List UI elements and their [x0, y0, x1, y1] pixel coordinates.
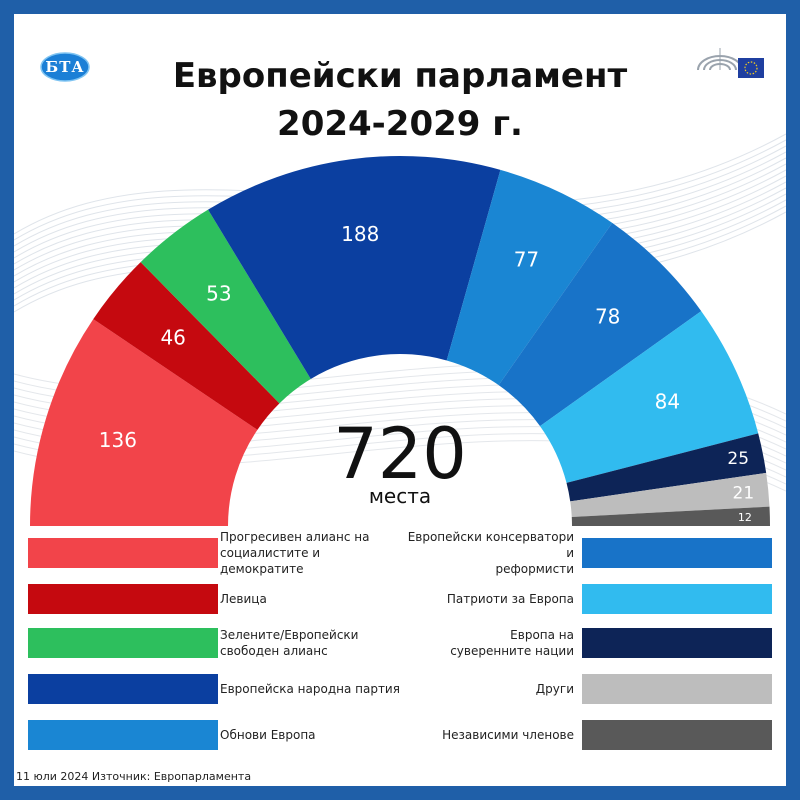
- legend-swatch: [28, 674, 218, 704]
- seat-value-label-10: 12: [738, 511, 752, 524]
- legend-label-line-1: Зелените/Европейски: [220, 628, 359, 642]
- european-parliament-eu-flag-icon: [697, 48, 764, 78]
- legend-swatch: [582, 720, 772, 750]
- seat-segment-9: [570, 472, 770, 517]
- seat-segment-7: [540, 311, 759, 483]
- legend-label-line-1: Европа на: [510, 628, 574, 642]
- legend-label: Европейски консерватори и реформисти: [402, 530, 574, 576]
- seat-segment-1: [30, 319, 258, 526]
- page-title: Европейски парламент 2024-2029 г.: [14, 52, 786, 148]
- legend-label-line-1: Други: [535, 682, 574, 696]
- seat-segment-10: [571, 506, 770, 526]
- seat-value-label-3: 53: [206, 281, 231, 305]
- legend-label: Прогресивен алианс на социалистите и демо…: [220, 530, 400, 576]
- title-line-1: Европейски парламент: [172, 56, 628, 96]
- legend-label-line-2: реформисти: [495, 562, 574, 576]
- legend-label-line-1: Патриоти за Европа: [446, 592, 574, 606]
- legend-swatch: [582, 674, 772, 704]
- seat-value-label-1: 136: [99, 428, 137, 452]
- seat-segment-4: [208, 156, 501, 379]
- bta-logo: БТА: [40, 52, 90, 82]
- legend-swatch: [28, 584, 218, 614]
- legend-label-line-2: социалистите и демократите: [220, 546, 321, 576]
- seat-value-label-5: 77: [514, 248, 539, 272]
- legend-swatch: [582, 584, 772, 614]
- legend-label-line-2: свободен алианс: [220, 644, 328, 658]
- seat-segment-5: [446, 169, 613, 386]
- legend-label: Европа на суверенните нации: [402, 626, 574, 660]
- legend-swatch: [28, 720, 218, 750]
- total-seats-value: 720: [333, 413, 467, 495]
- total-seats-label: места: [368, 484, 432, 508]
- seat-value-label-8: 25: [727, 449, 749, 469]
- footer-source: 11 юли 2024 Източник: Европарламента: [16, 770, 252, 783]
- legend-label-line-2: суверенните нации: [450, 644, 574, 658]
- seat-value-label-2: 46: [160, 326, 185, 350]
- legend-label-line-1: Левица: [220, 592, 267, 606]
- legend-label: Зелените/Европейски свободен алианс: [220, 626, 400, 660]
- legend-label-line-1: Независими членове: [442, 728, 574, 742]
- legend-label: Левица: [220, 582, 400, 616]
- seat-value-label-4: 188: [341, 222, 379, 246]
- legend-label-line-1: Прогресивен алианс на: [220, 530, 370, 544]
- legend-label: Обнови Европа: [220, 718, 400, 752]
- seat-segment-3: [140, 209, 311, 404]
- legend-label-line-1: Европейска народна партия: [220, 682, 400, 696]
- legend-label-line-1: Европейски консерватори и: [407, 530, 574, 560]
- seat-value-label-6: 78: [595, 305, 620, 329]
- legend-swatch: [582, 538, 772, 568]
- title-line-2: 2024-2029 г.: [277, 104, 523, 144]
- seat-segment-6: [498, 222, 702, 427]
- parliament-seat-chart: 136 46 53 188 77 78 84 25 21 12: [30, 156, 770, 526]
- bta-logo-text: БТА: [45, 58, 84, 76]
- infographic-frame: БТА Европейски парламент 2024-2029 г. 13…: [14, 14, 786, 786]
- legend-label: Патриоти за Европа: [402, 582, 574, 616]
- legend-label: Независими членове: [402, 718, 574, 752]
- seat-value-label-7: 84: [655, 390, 680, 414]
- legend-label: Други: [402, 672, 574, 706]
- legend-swatch: [28, 628, 218, 658]
- legend-swatch: [28, 538, 218, 568]
- legend-swatch: [582, 628, 772, 658]
- legend-label: Европейска народна партия: [220, 672, 400, 706]
- seat-value-label-9: 21: [733, 483, 755, 503]
- seat-segment-8: [566, 433, 767, 502]
- seat-segment-2: [93, 262, 280, 430]
- legend-label-line-1: Обнови Европа: [220, 728, 316, 742]
